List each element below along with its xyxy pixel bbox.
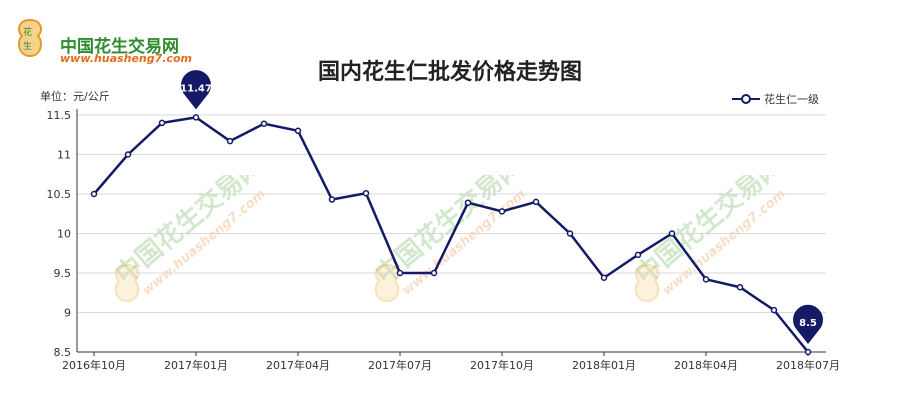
y-tick-label: 10 bbox=[57, 228, 71, 241]
data-point bbox=[498, 208, 506, 215]
y-tick-label: 9 bbox=[64, 307, 71, 320]
value-pin-marker bbox=[181, 70, 212, 110]
data-point bbox=[362, 189, 370, 197]
data-point bbox=[430, 269, 438, 277]
svg-text:花: 花 bbox=[23, 26, 32, 38]
x-tick-label: 2017年04月 bbox=[266, 358, 330, 372]
x-tick-label: 2017年01月 bbox=[164, 358, 228, 372]
data-point bbox=[226, 137, 234, 145]
data-point bbox=[600, 274, 608, 281]
legend-label: 花生仁一级 bbox=[764, 93, 819, 106]
data-point bbox=[736, 283, 744, 291]
data-point bbox=[294, 127, 302, 135]
data-point bbox=[634, 251, 642, 259]
data-point bbox=[566, 230, 574, 237]
data-point bbox=[124, 151, 132, 158]
y-tick-label: 11.5 bbox=[47, 109, 72, 122]
legend-line-marker-icon bbox=[732, 94, 760, 104]
logo-url: www.huasheng7.com bbox=[60, 52, 192, 65]
y-tick-label: 11 bbox=[57, 149, 71, 162]
peanut-logo-icon: 花 生 bbox=[17, 18, 43, 58]
pin-value-label: 11.47 bbox=[180, 83, 212, 94]
data-point bbox=[532, 198, 540, 206]
x-tick-label: 2018年01月 bbox=[572, 358, 636, 372]
logo-name: 中国花生交易网 bbox=[60, 37, 179, 57]
svg-text:生: 生 bbox=[23, 40, 32, 52]
data-point bbox=[192, 114, 200, 121]
data-point bbox=[702, 276, 710, 283]
data-point bbox=[158, 119, 166, 127]
data-point bbox=[770, 306, 778, 314]
data-point bbox=[464, 199, 472, 206]
y-axis-unit-label: 单位：元/公斤 bbox=[40, 90, 110, 103]
data-point bbox=[804, 348, 812, 356]
y-tick-label: 10.5 bbox=[47, 188, 72, 201]
series-line bbox=[93, 116, 809, 353]
x-tick-label: 2018年07月 bbox=[776, 358, 840, 372]
legend: 花生仁一级 bbox=[732, 91, 819, 107]
x-tick-label: 2016年10月 bbox=[62, 358, 126, 372]
x-tick-label: 2017年10月 bbox=[470, 358, 534, 372]
y-tick-label: 8.5 bbox=[54, 346, 72, 359]
x-tick-label: 2017年07月 bbox=[368, 358, 432, 372]
value-pin-marker bbox=[793, 304, 823, 344]
data-point bbox=[90, 190, 98, 198]
data-point bbox=[668, 230, 676, 237]
x-tick-label: 2018年04月 bbox=[674, 358, 738, 372]
data-point bbox=[328, 196, 336, 203]
data-point bbox=[260, 120, 268, 127]
chart-title: 国内花生仁批发价格走势图 bbox=[317, 60, 582, 85]
data-point bbox=[396, 269, 404, 277]
site-logo: 花 生 中国花生交易网 www.huasheng7.com bbox=[8, 14, 208, 65]
pin-value-label: 8.5 bbox=[799, 318, 817, 329]
y-tick-label: 9.5 bbox=[54, 267, 72, 280]
